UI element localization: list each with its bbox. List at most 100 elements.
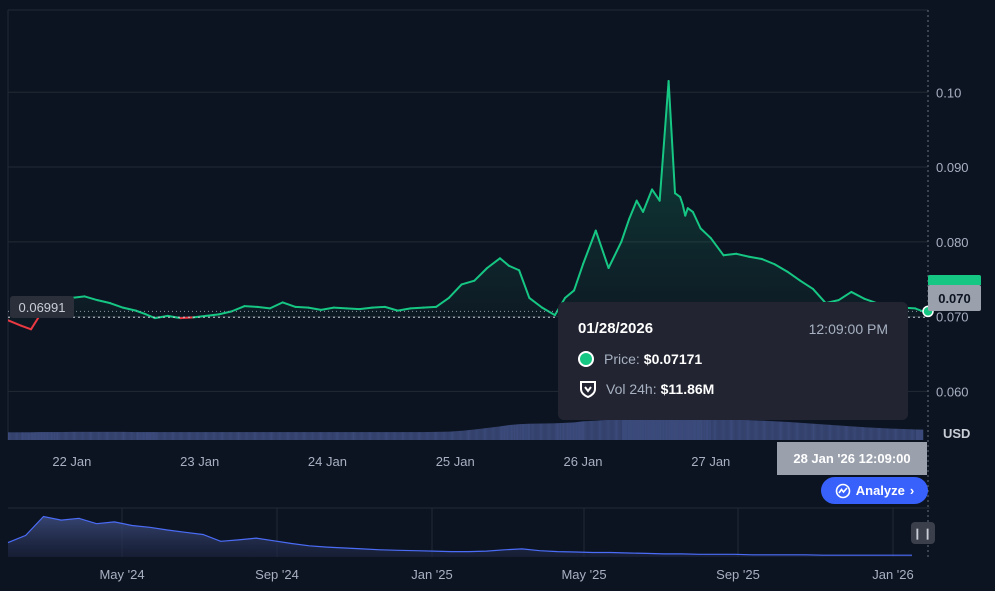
volume-bar — [651, 418, 653, 440]
volume-bar — [799, 422, 801, 440]
volume-bar — [592, 420, 594, 440]
volume-bar — [705, 418, 707, 440]
volume-bar — [863, 427, 865, 440]
volume-bar — [317, 432, 319, 440]
volume-bar — [224, 432, 226, 440]
volume-bar — [316, 432, 318, 440]
tooltip-price-row: Price: $0.07171 — [578, 351, 888, 367]
volume-bar — [398, 432, 400, 440]
volume-bar — [226, 432, 228, 440]
volume-bar — [396, 432, 398, 440]
volume-bar — [698, 418, 700, 440]
volume-bar — [649, 418, 651, 440]
volume-bar — [740, 419, 742, 440]
volume-bar — [849, 426, 851, 440]
volume-bar — [374, 432, 376, 440]
price-line-segment — [109, 302, 124, 309]
volume-bar — [661, 418, 663, 440]
volume-bar — [480, 428, 482, 440]
volume-bar — [512, 424, 514, 440]
analyze-button[interactable]: Analyze › — [821, 477, 928, 504]
volume-bar — [525, 423, 527, 440]
navigator-tick-label: Jan '26 — [872, 567, 914, 582]
volume-bar — [631, 418, 633, 440]
navigator-pause-handle[interactable]: ❙❙ — [911, 522, 935, 544]
navigator-chart[interactable]: May '24 Sep '24 Jan '25 May '25 Sep '25 Jan '… — [7, 507, 930, 582]
volume-bar — [867, 427, 869, 440]
volume-bar — [630, 418, 632, 440]
volume-bar — [494, 427, 496, 440]
volume-bar — [339, 432, 341, 440]
volume-bar — [844, 425, 846, 440]
volume-bar — [304, 432, 306, 440]
baseline-price-label: 0.06991 — [10, 296, 74, 318]
volume-bar — [92, 431, 94, 440]
volume-bar — [397, 432, 399, 440]
volume-bar — [174, 432, 176, 440]
volume-bar — [744, 420, 746, 440]
volume-bar — [158, 432, 160, 440]
volume-bar — [228, 432, 230, 440]
volume-bar — [640, 418, 642, 440]
volume-bar — [868, 427, 870, 440]
volume-bar — [659, 418, 661, 440]
volume-bar — [717, 419, 719, 440]
volume-bar — [802, 422, 804, 440]
volume-bar — [33, 432, 35, 440]
volume-bar — [536, 423, 538, 440]
volume-bar — [759, 420, 761, 440]
price-line-segment — [507, 264, 521, 272]
volume-bar — [275, 432, 277, 440]
volume-bar — [154, 432, 156, 440]
price-line-segment — [447, 283, 463, 299]
volume-bar — [537, 423, 539, 440]
volume-bar — [239, 432, 241, 440]
volume-bar — [572, 422, 574, 440]
volume-bar — [665, 418, 667, 440]
volume-bar — [58, 432, 60, 440]
volume-bar — [627, 418, 629, 440]
volume-bar — [384, 432, 386, 440]
volume-bar — [326, 432, 328, 440]
volume-bar — [488, 427, 490, 440]
volume-bar — [501, 426, 503, 440]
volume-bar — [887, 428, 889, 440]
volume-bar — [843, 425, 845, 440]
volume-bar — [55, 432, 57, 440]
volume-bar — [476, 429, 478, 440]
volume-bar — [207, 432, 209, 440]
volume-bar — [585, 421, 587, 440]
price-line-segment — [96, 299, 112, 305]
volume-bar — [17, 432, 19, 440]
volume-bar — [481, 428, 483, 440]
volume-bar — [421, 432, 423, 440]
volume-bar — [650, 418, 652, 440]
volume-bar — [490, 427, 492, 440]
volume-bar — [450, 431, 452, 440]
volume-bar — [713, 418, 715, 440]
volume-bar — [315, 432, 317, 440]
volume-bar — [550, 423, 552, 440]
volume-bar — [222, 432, 224, 440]
volume-bar — [477, 429, 479, 440]
volume-bar — [327, 432, 329, 440]
volume-bar — [35, 432, 37, 440]
volume-bar — [600, 420, 602, 440]
y-tick-label: 0.080 — [936, 235, 969, 250]
volume-bar — [656, 418, 658, 440]
volume-bar — [132, 432, 134, 440]
volume-bar — [403, 432, 405, 440]
price-line-segment — [70, 295, 86, 299]
volume-bar — [128, 431, 130, 440]
price-line-segment — [528, 296, 544, 309]
volume-bar — [813, 423, 814, 440]
volume-bar — [70, 431, 72, 440]
volume-bar — [390, 432, 392, 440]
volume-bar — [556, 423, 558, 440]
volume-bar — [604, 420, 606, 440]
volume-bar — [175, 432, 177, 440]
volume-bar — [547, 423, 549, 440]
volume-bar — [424, 432, 426, 440]
volume-bar — [11, 432, 13, 440]
volume-bar — [210, 432, 212, 440]
